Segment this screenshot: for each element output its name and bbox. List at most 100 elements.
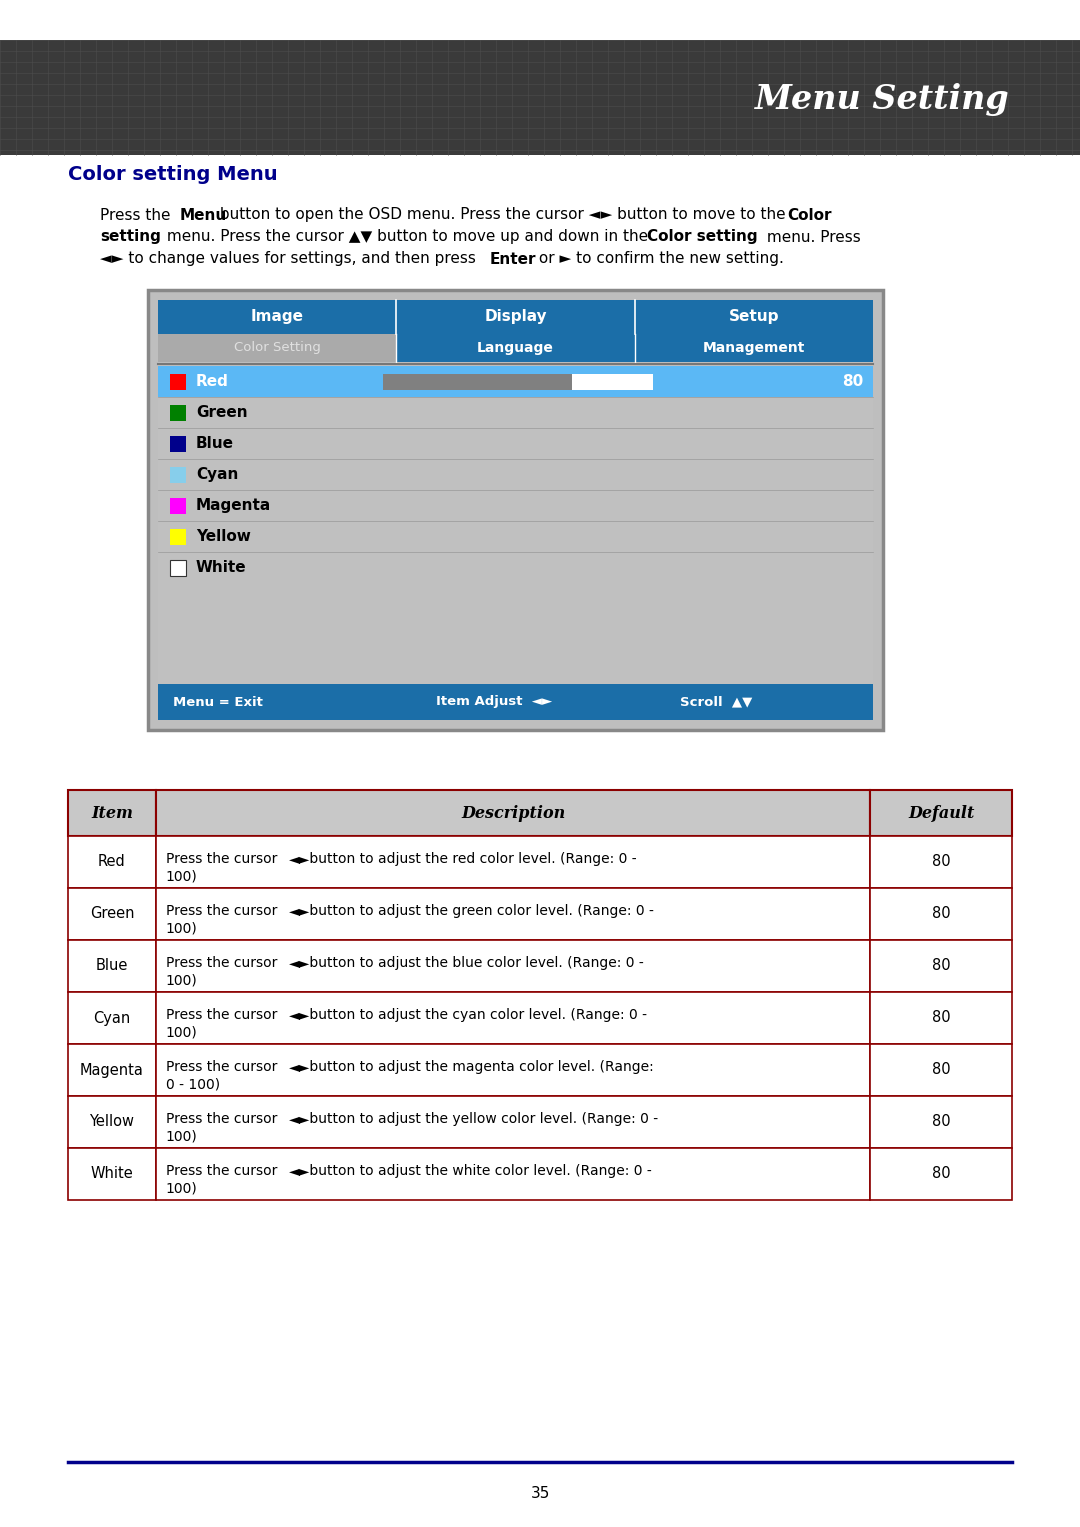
Bar (170, 528, 186, 545)
Text: Press the cursor: Press the cursor (166, 1164, 282, 1177)
Text: Blue: Blue (96, 959, 129, 974)
Text: ◄►: ◄► (288, 1164, 310, 1177)
Bar (170, 498, 186, 513)
Bar (156, 889, 870, 941)
Text: Cyan: Cyan (93, 1011, 131, 1026)
Text: ◄►: ◄► (288, 956, 310, 970)
Bar (572, 374, 653, 389)
Text: Menu: Menu (179, 208, 227, 223)
Bar (158, 397, 873, 428)
Text: Color setting Menu: Color setting Menu (68, 165, 278, 185)
Bar (68, 889, 156, 941)
Bar (635, 334, 873, 362)
Bar (158, 460, 873, 490)
Text: 80: 80 (932, 1011, 950, 1026)
Text: button to adjust the yellow color level. (Range: 0 -: button to adjust the yellow color level.… (305, 1112, 658, 1125)
Bar (158, 551, 873, 583)
Text: Magenta: Magenta (80, 1063, 144, 1078)
Text: Green: Green (90, 907, 134, 921)
Bar (383, 374, 572, 389)
Text: Press the cursor: Press the cursor (166, 956, 282, 970)
Bar (0, 40, 1080, 156)
Bar (158, 521, 873, 551)
Bar (68, 835, 156, 889)
Text: ◄►: ◄► (288, 1008, 310, 1022)
Text: Magenta: Magenta (195, 498, 271, 513)
Bar (156, 789, 870, 835)
Bar (68, 789, 156, 835)
Text: ◄►: ◄► (288, 1060, 310, 1073)
Text: button to adjust the magenta color level. (Range:: button to adjust the magenta color level… (305, 1060, 653, 1073)
Bar (870, 789, 1012, 835)
Bar (156, 1044, 870, 1096)
Text: 100): 100) (166, 1182, 198, 1196)
Text: 80: 80 (932, 907, 950, 921)
Text: 0 - 100): 0 - 100) (166, 1078, 220, 1092)
Text: Image: Image (251, 310, 303, 325)
Text: Setup: Setup (729, 310, 779, 325)
Bar (156, 993, 870, 1044)
Text: White: White (91, 1167, 133, 1182)
Text: Green: Green (195, 405, 247, 420)
Bar (396, 334, 635, 362)
Text: Item: Item (91, 805, 133, 822)
Text: Press the cursor: Press the cursor (166, 1008, 282, 1022)
Bar (870, 941, 1012, 993)
Bar (870, 1096, 1012, 1148)
Text: or ► to confirm the new setting.: or ► to confirm the new setting. (534, 252, 783, 267)
Bar (158, 299, 873, 721)
Bar (170, 435, 186, 452)
Bar (870, 1148, 1012, 1200)
Text: Red: Red (98, 855, 125, 869)
Text: Item Adjust  ◄►: Item Adjust ◄► (436, 695, 552, 709)
Text: Yellow: Yellow (90, 1115, 134, 1130)
Text: Press the cursor: Press the cursor (166, 852, 282, 866)
Text: 100): 100) (166, 974, 198, 988)
Text: button to adjust the red color level. (Range: 0 -: button to adjust the red color level. (R… (305, 852, 636, 866)
Text: Press the cursor: Press the cursor (166, 1060, 282, 1073)
Bar (170, 374, 186, 389)
Text: White: White (195, 560, 246, 576)
Text: 100): 100) (166, 1130, 198, 1144)
Bar (68, 1044, 156, 1096)
Text: Yellow: Yellow (195, 528, 251, 544)
Text: Color setting: Color setting (647, 229, 757, 244)
Bar (68, 941, 156, 993)
Text: 80: 80 (932, 1115, 950, 1130)
Text: 80: 80 (932, 855, 950, 869)
Text: button to open the OSD menu. Press the cursor ◄► button to move to the: button to open the OSD menu. Press the c… (215, 208, 791, 223)
Text: Scroll  ▲▼: Scroll ▲▼ (679, 695, 752, 709)
Text: button to adjust the cyan color level. (Range: 0 -: button to adjust the cyan color level. (… (305, 1008, 647, 1022)
Text: 80: 80 (932, 1063, 950, 1078)
Bar (158, 684, 873, 721)
Bar (158, 490, 873, 521)
Bar (156, 835, 870, 889)
Text: button to adjust the white color level. (Range: 0 -: button to adjust the white color level. … (305, 1164, 651, 1177)
Text: Press the: Press the (100, 208, 175, 223)
Text: Blue: Blue (195, 437, 234, 450)
Text: Press the cursor: Press the cursor (166, 904, 282, 918)
Text: Red: Red (195, 374, 229, 389)
Text: ◄►: ◄► (288, 1112, 310, 1125)
Text: menu. Press the cursor ▲▼ button to move up and down in the: menu. Press the cursor ▲▼ button to move… (162, 229, 653, 244)
Text: 80: 80 (842, 374, 864, 389)
Text: ◄► to change values for settings, and then press: ◄► to change values for settings, and th… (100, 252, 481, 267)
Text: 80: 80 (932, 1167, 950, 1182)
Bar (68, 1148, 156, 1200)
Bar (170, 559, 186, 576)
Bar (870, 1044, 1012, 1096)
Text: 80: 80 (932, 959, 950, 974)
Text: Language: Language (477, 341, 554, 354)
Text: button to adjust the blue color level. (Range: 0 -: button to adjust the blue color level. (… (305, 956, 644, 970)
Bar (68, 1096, 156, 1148)
Bar (170, 405, 186, 420)
Text: 100): 100) (166, 870, 198, 884)
Text: Cyan: Cyan (195, 467, 239, 483)
Text: Management: Management (703, 341, 805, 354)
Text: setting: setting (100, 229, 161, 244)
Text: Color: Color (787, 208, 832, 223)
Text: Menu = Exit: Menu = Exit (173, 695, 262, 709)
Bar (158, 334, 396, 362)
Bar (148, 290, 883, 730)
Text: Enter: Enter (489, 252, 536, 267)
